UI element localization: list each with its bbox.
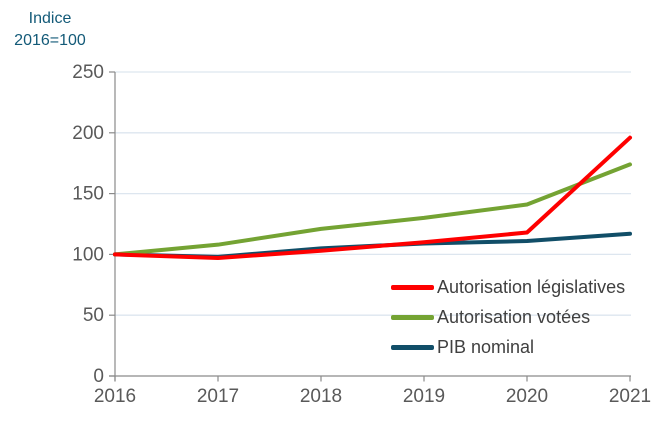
- y-axis-title-line1: Indice: [28, 10, 72, 27]
- chart-legend: Autorisation législatives Autorisation v…: [391, 272, 625, 362]
- legend-line-swatch-blue: [391, 344, 434, 350]
- x-tick-label: 2018: [300, 386, 342, 407]
- axis-labels: 0 50 100 150 200 250 2016 2017 2018 2019 2020 2021: [72, 62, 651, 407]
- x-tick-label: 2020: [506, 386, 548, 407]
- y-axis-title: Indice 2016=100: [6, 8, 94, 52]
- y-tick-label: 150: [72, 184, 104, 205]
- y-axis-title-line2: 2016=100: [14, 32, 86, 49]
- gridlines: [115, 71, 631, 316]
- x-tick-label: 2016: [94, 386, 136, 407]
- y-tick-label: 50: [83, 305, 104, 326]
- legend-line-swatch-red: [391, 284, 434, 290]
- legend-label: PIB nominal: [437, 336, 535, 357]
- legend-item-autorisation-votees: Autorisation votées: [391, 302, 625, 332]
- axes: [109, 71, 631, 382]
- y-tick-label: 200: [72, 123, 104, 144]
- x-tick-label: 2019: [403, 386, 445, 407]
- legend-line-swatch-green: [391, 314, 434, 320]
- legend-label: Autorisation législatives: [437, 276, 626, 297]
- series-line-1: [113, 162, 632, 257]
- legend-item-pib-nominal: PIB nominal: [391, 332, 625, 362]
- y-tick-label: 0: [93, 366, 104, 387]
- legend-item-autorisation-legislatives: Autorisation législatives: [391, 272, 625, 302]
- y-tick-label: 100: [72, 244, 104, 265]
- x-tick-label: 2017: [197, 386, 239, 407]
- y-tick-label: 250: [72, 62, 104, 83]
- series-line-0: [113, 135, 632, 261]
- legend-label: Autorisation votées: [437, 306, 591, 327]
- x-tick-label: 2021: [609, 386, 651, 407]
